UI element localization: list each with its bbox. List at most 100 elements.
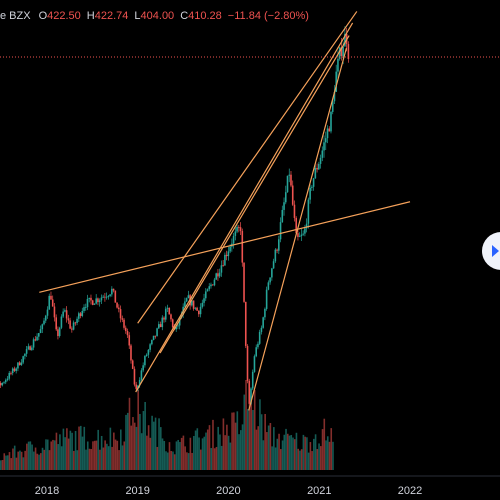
candle-body	[151, 339, 153, 345]
volume-bar	[123, 441, 126, 470]
volume-bar	[74, 430, 77, 470]
volume-bar	[253, 390, 256, 470]
volume-bar	[33, 451, 35, 470]
candle-body	[198, 310, 200, 315]
volume-bar	[246, 409, 249, 470]
volume-bar	[243, 394, 246, 470]
candle-body	[90, 297, 92, 301]
candle-body	[314, 167, 317, 179]
volume-bar	[193, 436, 195, 470]
volume-bar	[50, 441, 53, 470]
volume-bar	[332, 441, 334, 470]
volume-bar	[227, 435, 230, 470]
candle-body	[243, 262, 245, 302]
volume-bar	[299, 450, 301, 470]
volume-bar	[278, 433, 280, 470]
volume-bar	[147, 425, 150, 470]
candle-body	[130, 345, 132, 361]
candle-body	[83, 307, 85, 311]
candle-body	[217, 273, 219, 277]
candle-body	[244, 301, 247, 346]
candle-body	[302, 233, 304, 235]
candle-body	[284, 192, 287, 203]
candle-body	[51, 299, 54, 307]
volume-bar	[189, 437, 192, 470]
candle-body	[220, 265, 223, 273]
volume-bar	[330, 428, 333, 470]
candle-body	[347, 44, 350, 59]
volume-bar	[76, 450, 79, 470]
candle-body	[76, 318, 78, 323]
time-axis: 2018 2019 2020 2021 2022	[0, 475, 500, 497]
volume-bar	[302, 434, 305, 470]
candle-body	[265, 289, 268, 309]
volume-bar	[281, 440, 284, 470]
candle-body	[126, 331, 129, 336]
candle-body	[344, 33, 346, 47]
candle-body	[95, 298, 97, 304]
volume-bar	[274, 447, 277, 470]
volume-bar	[288, 435, 291, 470]
volume-bar	[280, 449, 282, 470]
candle-body	[178, 317, 181, 326]
candle-body	[283, 202, 285, 210]
candle-body	[304, 228, 306, 234]
candle-body	[295, 217, 298, 234]
trendline	[135, 22, 354, 393]
candle-body	[65, 310, 68, 319]
volume-bar	[180, 437, 183, 470]
candle-body	[3, 382, 5, 384]
volume-bar	[186, 452, 188, 470]
candle-body	[32, 339, 35, 348]
candle-body	[156, 328, 158, 336]
candle-body	[300, 234, 303, 237]
candle-body	[22, 356, 24, 363]
volume-bar	[15, 457, 18, 470]
candle-body	[168, 307, 171, 315]
volume-bar	[102, 447, 105, 470]
volume-bar	[175, 441, 178, 470]
volume-bar	[325, 440, 327, 470]
candle-body	[24, 353, 26, 357]
volume-bar	[297, 448, 299, 470]
candle-body	[272, 261, 275, 269]
candle-body	[78, 313, 80, 319]
candle-body	[222, 265, 224, 267]
candle-body	[159, 324, 162, 328]
volume-bar	[245, 380, 247, 470]
volume-bar	[60, 446, 63, 470]
volume-bar	[13, 445, 16, 470]
candle-body	[255, 347, 258, 357]
candle-body	[43, 320, 45, 325]
x-tick-label: 2018	[35, 485, 59, 497]
volume-bar	[252, 410, 254, 470]
volume-bar	[133, 422, 136, 470]
volume-bar	[81, 436, 84, 470]
candle-body	[224, 254, 226, 266]
volume-bar	[109, 427, 112, 470]
candle-body	[123, 319, 125, 328]
candle-body	[177, 325, 179, 327]
volume-bar	[36, 453, 39, 470]
volume-bar	[304, 436, 306, 470]
candle-body	[161, 317, 164, 328]
trendlines[interactable]	[39, 11, 411, 411]
candle-body	[184, 301, 186, 307]
candle-body	[318, 163, 320, 170]
volume-bar	[6, 455, 9, 470]
candle-body	[109, 294, 111, 296]
volume-bar	[172, 451, 174, 470]
candle-body	[262, 317, 264, 328]
volume-bar	[233, 412, 235, 470]
candle-body	[241, 231, 244, 263]
volume-bar	[217, 426, 219, 470]
candle-body	[13, 368, 16, 371]
volume-bar	[97, 429, 99, 470]
candle-body	[326, 128, 329, 139]
candle-body	[112, 288, 115, 291]
candle-body	[194, 307, 197, 309]
scroll-to-realtime-button[interactable]	[482, 232, 500, 270]
volume-bar	[104, 440, 106, 470]
close-value: 410.28	[188, 10, 222, 22]
